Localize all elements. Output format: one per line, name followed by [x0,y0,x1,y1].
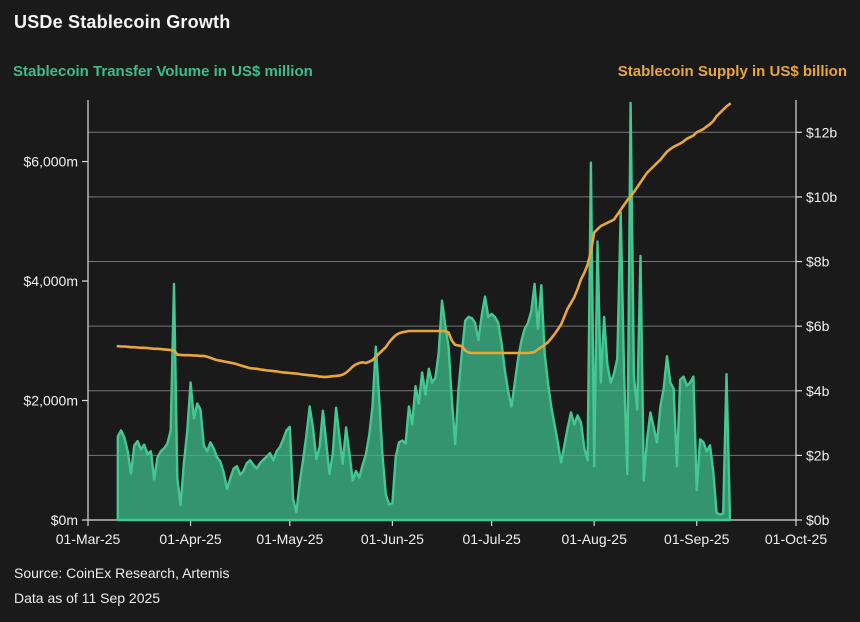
x-tick-label: 01-Mar-25 [56,531,121,547]
x-tick-label: 01-Apr-25 [159,531,221,547]
y-right-tick-label: $12b [806,124,837,140]
y-right-tick-label: $10b [806,189,837,205]
y-left-tick-label: $2,000m [24,393,78,409]
x-tick-label: 01-Oct-25 [765,531,827,547]
legend-supply: Stablecoin Supply in US$ billion [617,63,847,80]
y-right-tick-label: $0b [806,512,830,528]
as-of-note: Data as of 11 Sep 2025 [14,590,161,606]
y-left-tick-label: $0m [51,512,78,528]
chart-title: USDe Stablecoin Growth [14,12,231,32]
x-tick-label: 01-May-25 [256,531,323,547]
x-tick-label: 01-Jun-25 [361,531,424,547]
x-tick-label: 01-Aug-25 [561,531,627,547]
y-right-tick-label: $2b [806,447,830,463]
chart-footer: Source: CoinEx Research, Artemis Data as… [14,561,230,611]
y-left-tick-label: $4,000m [24,273,78,289]
y-right-tick-label: $6b [806,318,830,334]
volume-area-series [116,101,731,522]
legend-transfer-volume: Stablecoin Transfer Volume in US$ millio… [13,63,313,80]
x-tick-label: 01-Sep-25 [664,531,730,547]
supply-line-series [116,102,732,379]
x-tick-label: 01-Jul-25 [462,531,521,547]
source-note: Source: CoinEx Research, Artemis [14,565,230,581]
y-left-tick-label: $6,000m [24,154,78,170]
y-right-tick-label: $8b [806,254,830,270]
y-right-tick-label: $4b [806,383,830,399]
